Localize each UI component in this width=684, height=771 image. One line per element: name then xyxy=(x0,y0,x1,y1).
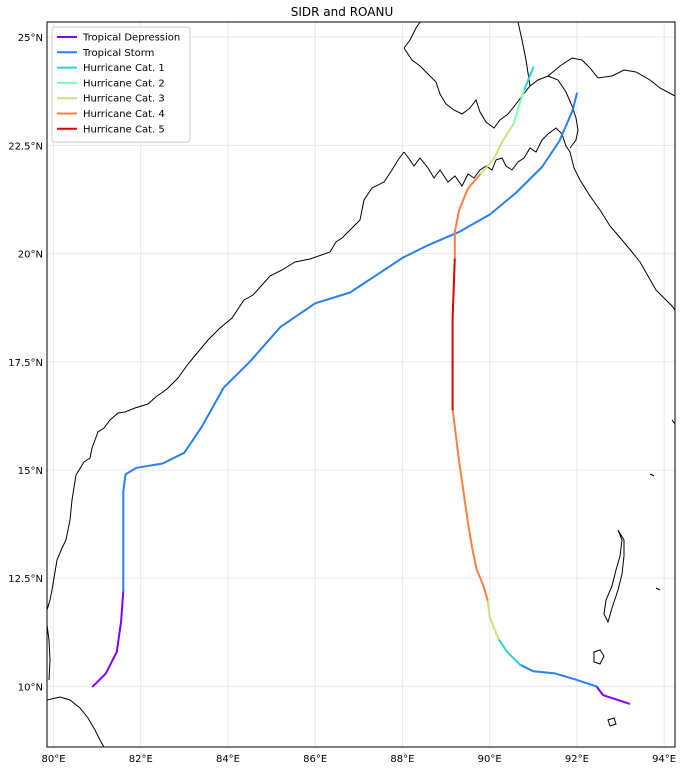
track-segment xyxy=(479,122,515,175)
legend: Tropical Depression Tropical Storm Hurrica… xyxy=(51,26,191,143)
lat-tick-label: 10°N xyxy=(18,682,43,693)
track-segment xyxy=(122,92,578,593)
track-segment xyxy=(451,256,456,411)
bangladesh-border xyxy=(403,22,579,149)
legend-label: Hurricane Cat. 5 xyxy=(83,124,165,135)
lon-tick-label: 80°E xyxy=(42,754,66,765)
lon-tick-label: 82°E xyxy=(129,754,153,765)
lat-tick-label: 22.5°N xyxy=(8,141,43,152)
legend-label: Hurricane Cat. 2 xyxy=(83,78,165,89)
lat-tick-label: 15°N xyxy=(18,466,43,477)
lat-tick-label: 12.5°N xyxy=(8,574,43,585)
island-small-1 xyxy=(593,649,605,665)
track-segment xyxy=(523,66,535,91)
sri-lanka-coastline xyxy=(47,696,105,747)
track-segment xyxy=(497,637,522,666)
axis-ticks: 80°E 82°E 84°E 86°E 88°E 90°E 92°E 94°E 10°N 12.5… xyxy=(8,33,676,765)
lon-tick-label: 90°E xyxy=(478,754,502,765)
track-segment xyxy=(519,663,598,688)
map-frame xyxy=(46,21,676,748)
lon-tick-label: 92°E xyxy=(565,754,589,765)
track-segment xyxy=(453,172,482,259)
track-segment xyxy=(91,590,125,688)
island-small-2 xyxy=(607,717,617,727)
andaman-islands xyxy=(603,529,625,624)
grid-lines xyxy=(47,22,675,747)
west-coastline xyxy=(47,624,51,681)
lat-tick-label: 17.5°N xyxy=(8,358,43,369)
legend-box xyxy=(51,26,191,143)
track-segment xyxy=(595,685,631,705)
lon-tick-label: 86°E xyxy=(303,754,327,765)
legend-label: Tropical Depression xyxy=(82,33,180,44)
legend-label: Hurricane Cat. 3 xyxy=(83,94,165,105)
legend-label: Tropical Storm xyxy=(82,48,154,59)
track-segment xyxy=(451,408,489,601)
india-coastline xyxy=(47,151,405,611)
lon-tick-label: 84°E xyxy=(216,754,240,765)
lon-tick-label: 94°E xyxy=(652,754,676,765)
cyclone-tracks xyxy=(91,66,631,705)
lat-tick-label: 20°N xyxy=(18,250,43,261)
legend-label: Hurricane Cat. 4 xyxy=(83,109,165,120)
island-small-3 xyxy=(649,419,675,591)
myanmar-border xyxy=(517,22,675,97)
track-segment xyxy=(486,598,500,640)
map-title: SIDR and ROANU xyxy=(290,5,394,19)
bangladesh-coastline xyxy=(403,127,675,311)
lat-tick-label: 25°N xyxy=(18,33,43,44)
lon-tick-label: 88°E xyxy=(390,754,414,765)
track-segment xyxy=(512,88,526,125)
legend-label: Hurricane Cat. 1 xyxy=(83,63,165,74)
